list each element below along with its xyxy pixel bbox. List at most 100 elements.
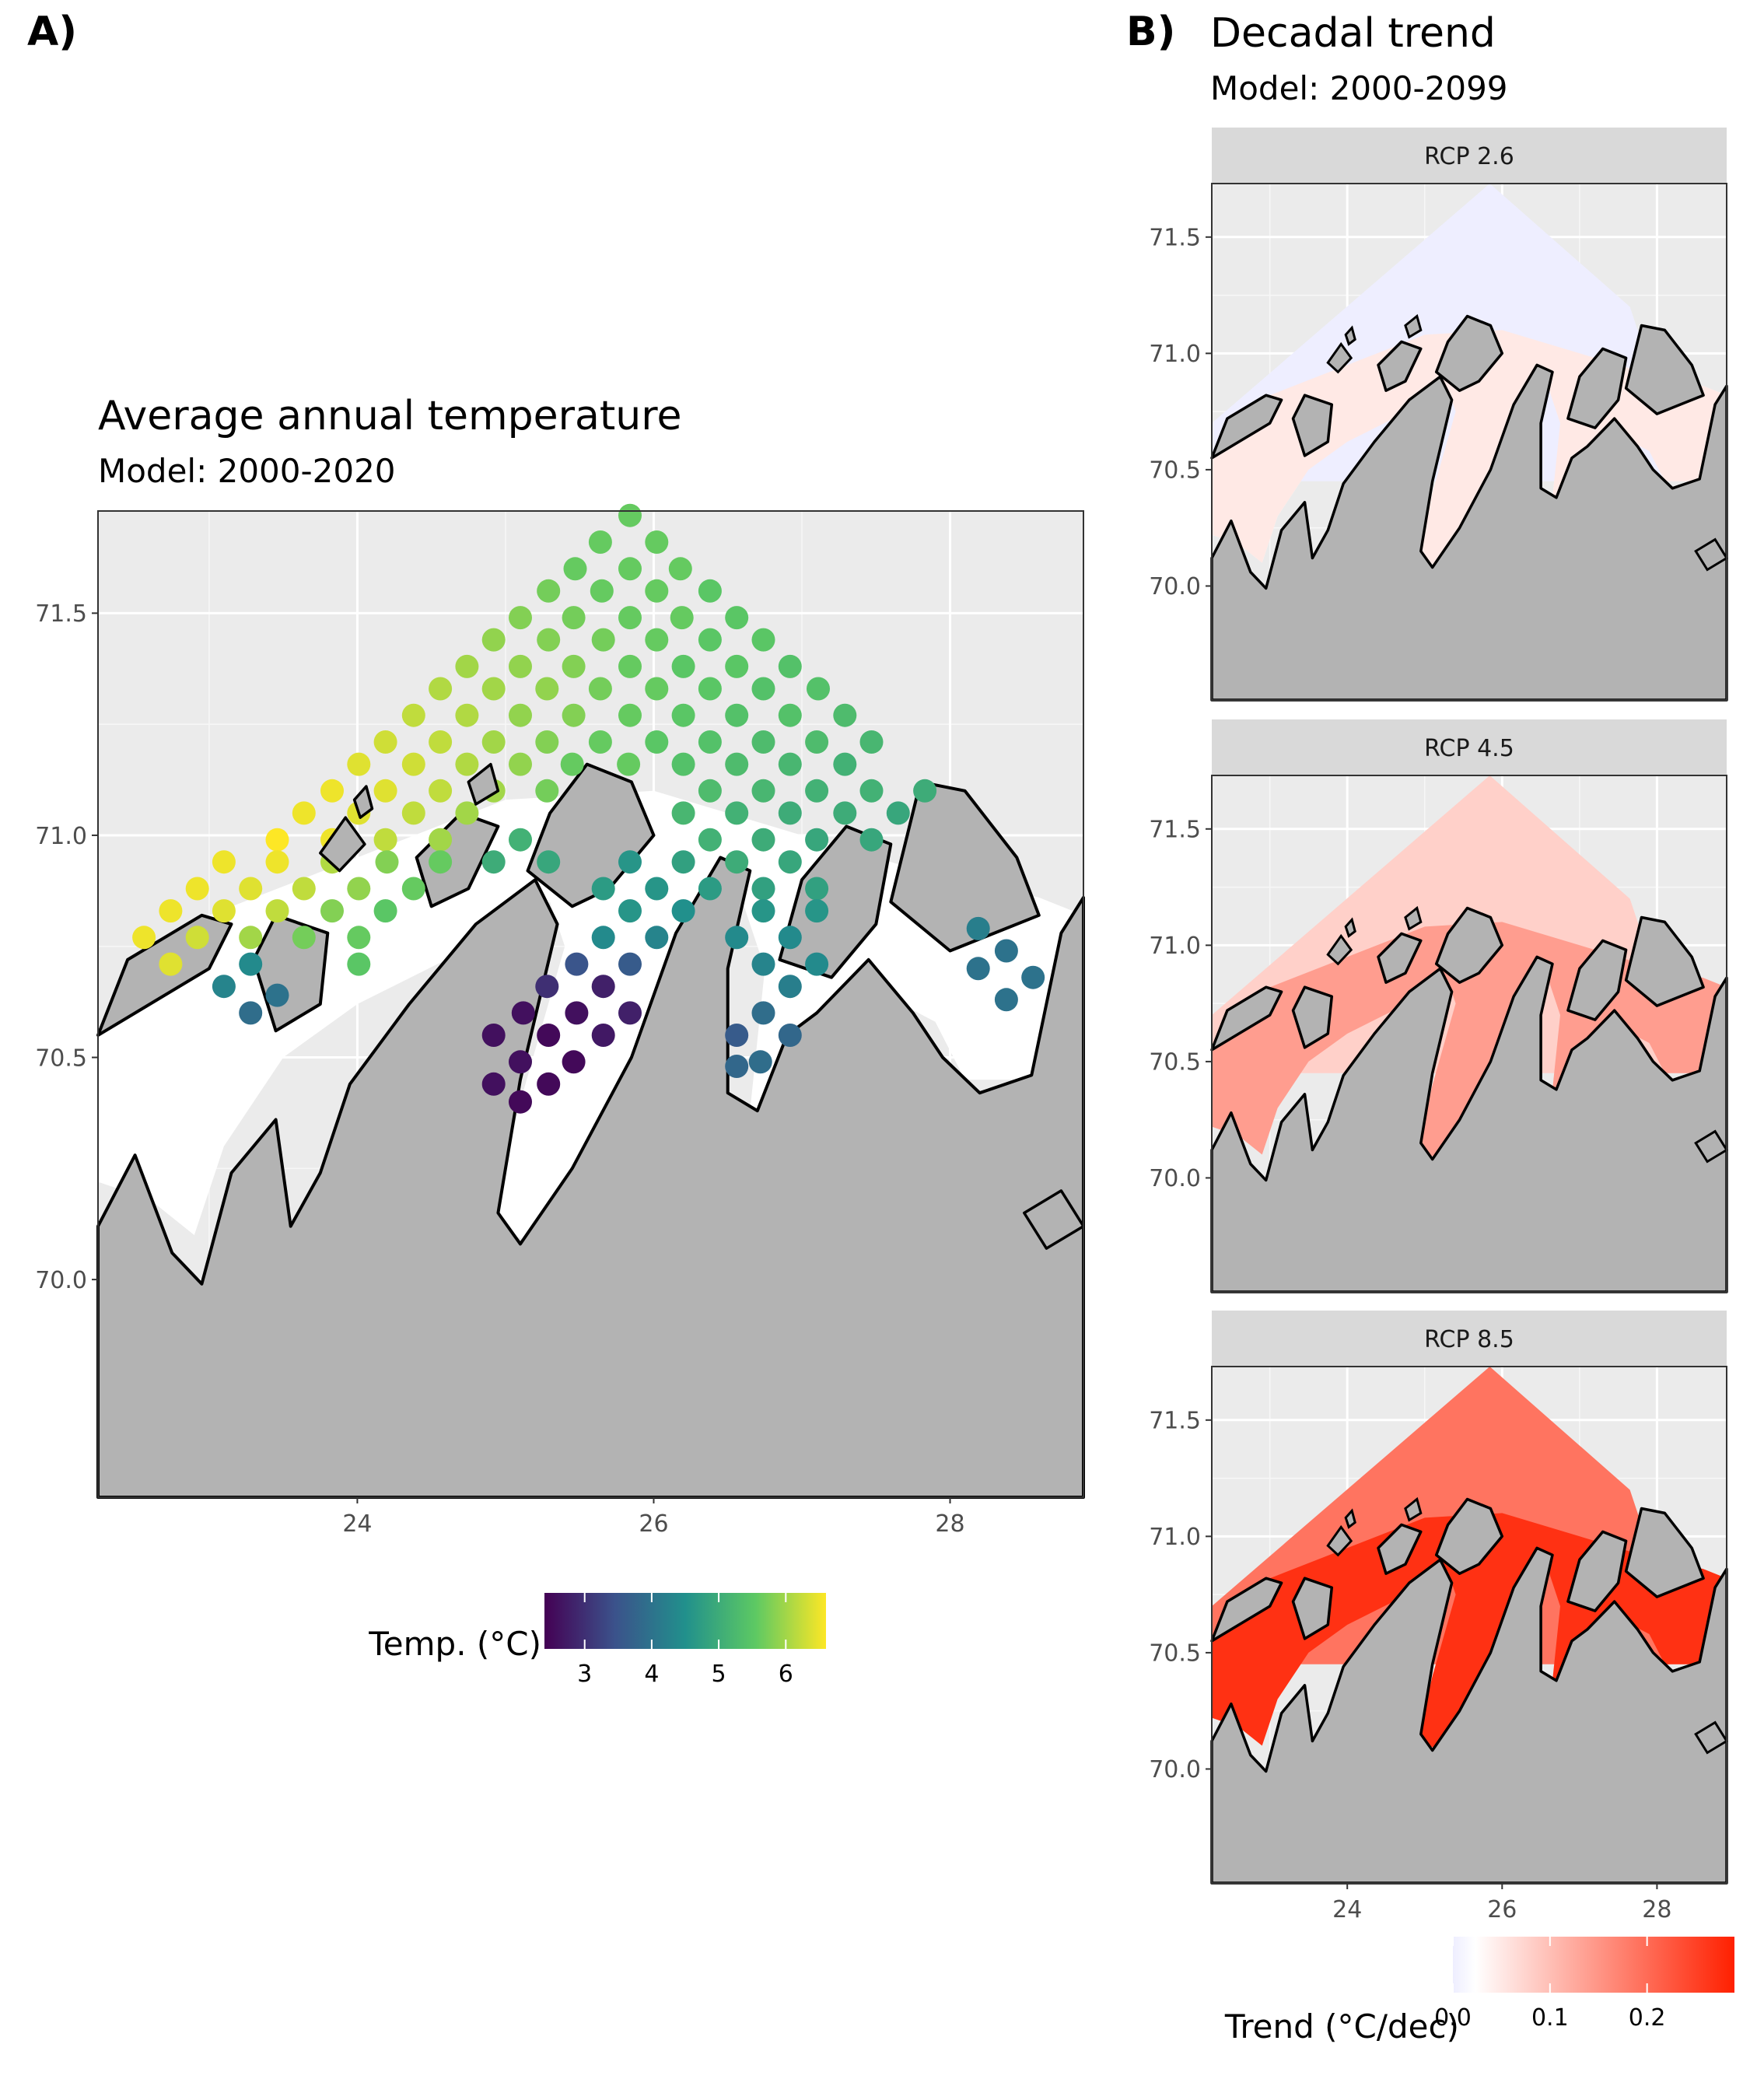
- temperature-point: [562, 606, 586, 630]
- x-tick-label: 28: [1642, 1896, 1671, 1923]
- temperature-point: [511, 1001, 535, 1025]
- legend-tick-label: 6: [779, 1661, 793, 1688]
- peninsula: [1624, 324, 1705, 415]
- temperature-point: [618, 654, 642, 678]
- y-tick-label: 70.5: [1149, 457, 1201, 485]
- peninsula: [1210, 394, 1283, 460]
- mainland: [1210, 363, 1728, 702]
- temperature-point: [618, 850, 642, 874]
- temperature-point: [698, 579, 722, 603]
- temperature-point: [618, 557, 642, 581]
- temperature-point: [481, 730, 506, 754]
- temperature-point: [751, 899, 775, 923]
- peninsula: [1377, 1523, 1423, 1575]
- temperature-point: [645, 579, 669, 603]
- facet-land: [1210, 313, 1729, 702]
- temperature-point: [751, 677, 775, 701]
- temperature-point: [725, 606, 749, 630]
- temperature-point: [239, 952, 263, 976]
- y-tick-label: 71.5: [1149, 817, 1201, 844]
- x-tick-label: 24: [342, 1510, 372, 1538]
- temperature-point: [455, 654, 479, 678]
- temperature-point: [671, 703, 695, 727]
- temperature-point: [481, 1072, 506, 1096]
- trend-legend: Trend (°C/dec) 0.0 0.1 0.2: [1224, 1937, 1734, 2046]
- facet-axes: 70.0 70.5 71.0 71.5: [1149, 225, 1212, 600]
- temperature-point: [212, 850, 236, 874]
- temperature-point: [618, 899, 642, 923]
- temperature-point: [373, 779, 397, 803]
- temperature-point: [807, 677, 830, 701]
- temperature-point: [537, 850, 561, 874]
- temperature-point: [212, 899, 236, 923]
- peninsula: [526, 762, 656, 908]
- temperature-point: [618, 606, 642, 630]
- temperature-point: [778, 703, 802, 727]
- temperature-point: [535, 677, 559, 701]
- temperature-point: [859, 828, 884, 852]
- temperature-point: [670, 606, 694, 630]
- y-tick-label: 70.0: [1149, 573, 1201, 600]
- temperature-point: [645, 628, 669, 652]
- facet-land: [1210, 1496, 1729, 1885]
- temperature-point: [373, 828, 397, 852]
- x-tick-label: 26: [639, 1510, 668, 1538]
- y-tick-label: 70.0: [1149, 1756, 1201, 1783]
- temperature-point: [429, 828, 453, 852]
- island: [352, 785, 374, 819]
- temperature-point: [401, 801, 425, 825]
- panel-a-islands: [319, 762, 1085, 1250]
- temperature-point: [535, 730, 559, 754]
- facet-border: [1211, 775, 1727, 1293]
- y-tick-label: 71.0: [1149, 1524, 1201, 1551]
- panel-b-title: Decadal trend: [1210, 10, 1496, 57]
- temperature-point: [320, 899, 344, 923]
- temperature-point: [292, 801, 316, 825]
- temperature-point: [292, 877, 316, 901]
- temperature-point: [751, 877, 775, 901]
- temperature-point: [671, 654, 695, 678]
- y-tick-label: 71.0: [1149, 341, 1201, 368]
- panel-a-subtitle: Model: 2000-2020: [98, 452, 396, 490]
- facet-strip-label: RCP 4.5: [1424, 735, 1514, 762]
- temperature-point: [671, 899, 695, 923]
- temperature-point: [292, 926, 316, 950]
- temperature-point: [725, 703, 749, 727]
- temperature-point: [509, 1050, 532, 1074]
- temperature-point: [265, 850, 289, 874]
- temperature-point: [537, 579, 561, 603]
- temperature-legend-title: Temp. (°C): [368, 1625, 541, 1663]
- temperature-point: [401, 703, 425, 727]
- temperature-point: [563, 557, 587, 581]
- temperature-point: [778, 926, 802, 950]
- facet-strip-label: RCP 2.6: [1424, 143, 1514, 170]
- temperature-point: [132, 926, 156, 950]
- x-tick-label: 26: [1487, 1896, 1517, 1923]
- temperature-point: [429, 677, 453, 701]
- facet-strip: [1212, 1311, 1727, 1367]
- island: [1404, 905, 1423, 931]
- peninsula: [1434, 314, 1504, 392]
- temperature-point: [591, 1024, 615, 1047]
- facet-land: [1210, 905, 1729, 1293]
- temperature-point: [805, 899, 829, 923]
- legend-tick-label: 0.0: [1434, 2004, 1472, 2032]
- temperature-point: [265, 899, 289, 923]
- temperature-point: [645, 926, 669, 950]
- temperature-point: [401, 752, 425, 776]
- temperature-point: [698, 779, 722, 803]
- temperature-point: [886, 801, 910, 825]
- temperature-point: [778, 752, 802, 776]
- y-tick-label: 71.5: [35, 600, 87, 628]
- temperature-point: [509, 703, 532, 727]
- temperature-legend-ticks: 3 4 5 6: [577, 1593, 793, 1688]
- temperature-point: [725, 1024, 749, 1047]
- temperature-point: [805, 828, 829, 852]
- temperature-point: [698, 877, 722, 901]
- temperature-point: [994, 988, 1018, 1012]
- panel-a-tag: A): [27, 9, 77, 55]
- temperature-point: [562, 654, 586, 678]
- x-tick-label: 28: [935, 1510, 964, 1538]
- island: [319, 816, 366, 873]
- temperature-point: [509, 752, 532, 776]
